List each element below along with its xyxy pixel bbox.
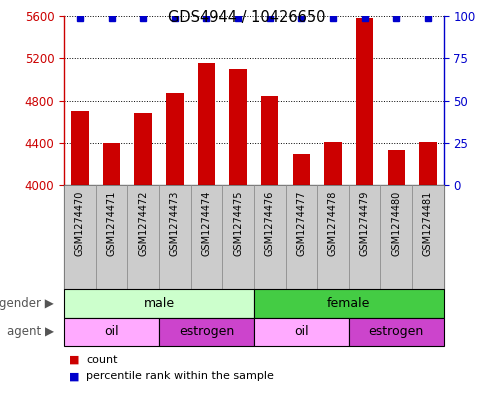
Text: estrogen: estrogen: [369, 325, 424, 338]
Bar: [349, 318, 444, 346]
Text: GSM1274475: GSM1274475: [233, 190, 243, 256]
Bar: [317, 185, 349, 289]
Text: percentile rank within the sample: percentile rank within the sample: [86, 371, 274, 382]
Bar: [222, 185, 254, 289]
Bar: [387, 150, 405, 185]
Text: female: female: [327, 297, 370, 310]
Bar: [64, 318, 159, 346]
Text: GSM1274479: GSM1274479: [359, 190, 370, 256]
Bar: [349, 185, 381, 289]
Bar: [191, 185, 222, 289]
Text: agent ▶: agent ▶: [7, 325, 54, 338]
Bar: [419, 142, 437, 185]
Bar: [356, 18, 373, 185]
Bar: [198, 62, 215, 185]
Bar: [324, 142, 342, 185]
Text: GSM1274481: GSM1274481: [423, 190, 433, 255]
Bar: [103, 143, 120, 185]
Text: GSM1274480: GSM1274480: [391, 190, 401, 255]
Text: GSM1274473: GSM1274473: [170, 190, 180, 256]
Text: GSM1274471: GSM1274471: [106, 190, 116, 256]
Bar: [159, 185, 191, 289]
Bar: [127, 185, 159, 289]
Bar: [381, 185, 412, 289]
Bar: [293, 154, 310, 185]
Bar: [254, 289, 444, 318]
Text: GDS4944 / 10426650: GDS4944 / 10426650: [168, 10, 325, 25]
Bar: [96, 185, 127, 289]
Text: GSM1274470: GSM1274470: [75, 190, 85, 256]
Text: GSM1274472: GSM1274472: [138, 190, 148, 256]
Bar: [229, 69, 247, 185]
Bar: [285, 185, 317, 289]
Bar: [261, 96, 279, 185]
Bar: [166, 93, 183, 185]
Bar: [135, 113, 152, 185]
Bar: [254, 318, 349, 346]
Text: count: count: [86, 354, 118, 365]
Text: oil: oil: [294, 325, 309, 338]
Bar: [254, 185, 285, 289]
Text: GSM1274476: GSM1274476: [265, 190, 275, 256]
Bar: [71, 111, 89, 185]
Text: GSM1274478: GSM1274478: [328, 190, 338, 256]
Bar: [159, 318, 254, 346]
Text: GSM1274477: GSM1274477: [296, 190, 306, 256]
Text: ■: ■: [69, 354, 79, 365]
Text: gender ▶: gender ▶: [0, 297, 54, 310]
Bar: [64, 185, 96, 289]
Bar: [412, 185, 444, 289]
Text: GSM1274474: GSM1274474: [202, 190, 211, 256]
Text: ■: ■: [69, 371, 79, 382]
Text: estrogen: estrogen: [179, 325, 234, 338]
Text: male: male: [143, 297, 175, 310]
Bar: [64, 289, 254, 318]
Text: oil: oil: [104, 325, 119, 338]
